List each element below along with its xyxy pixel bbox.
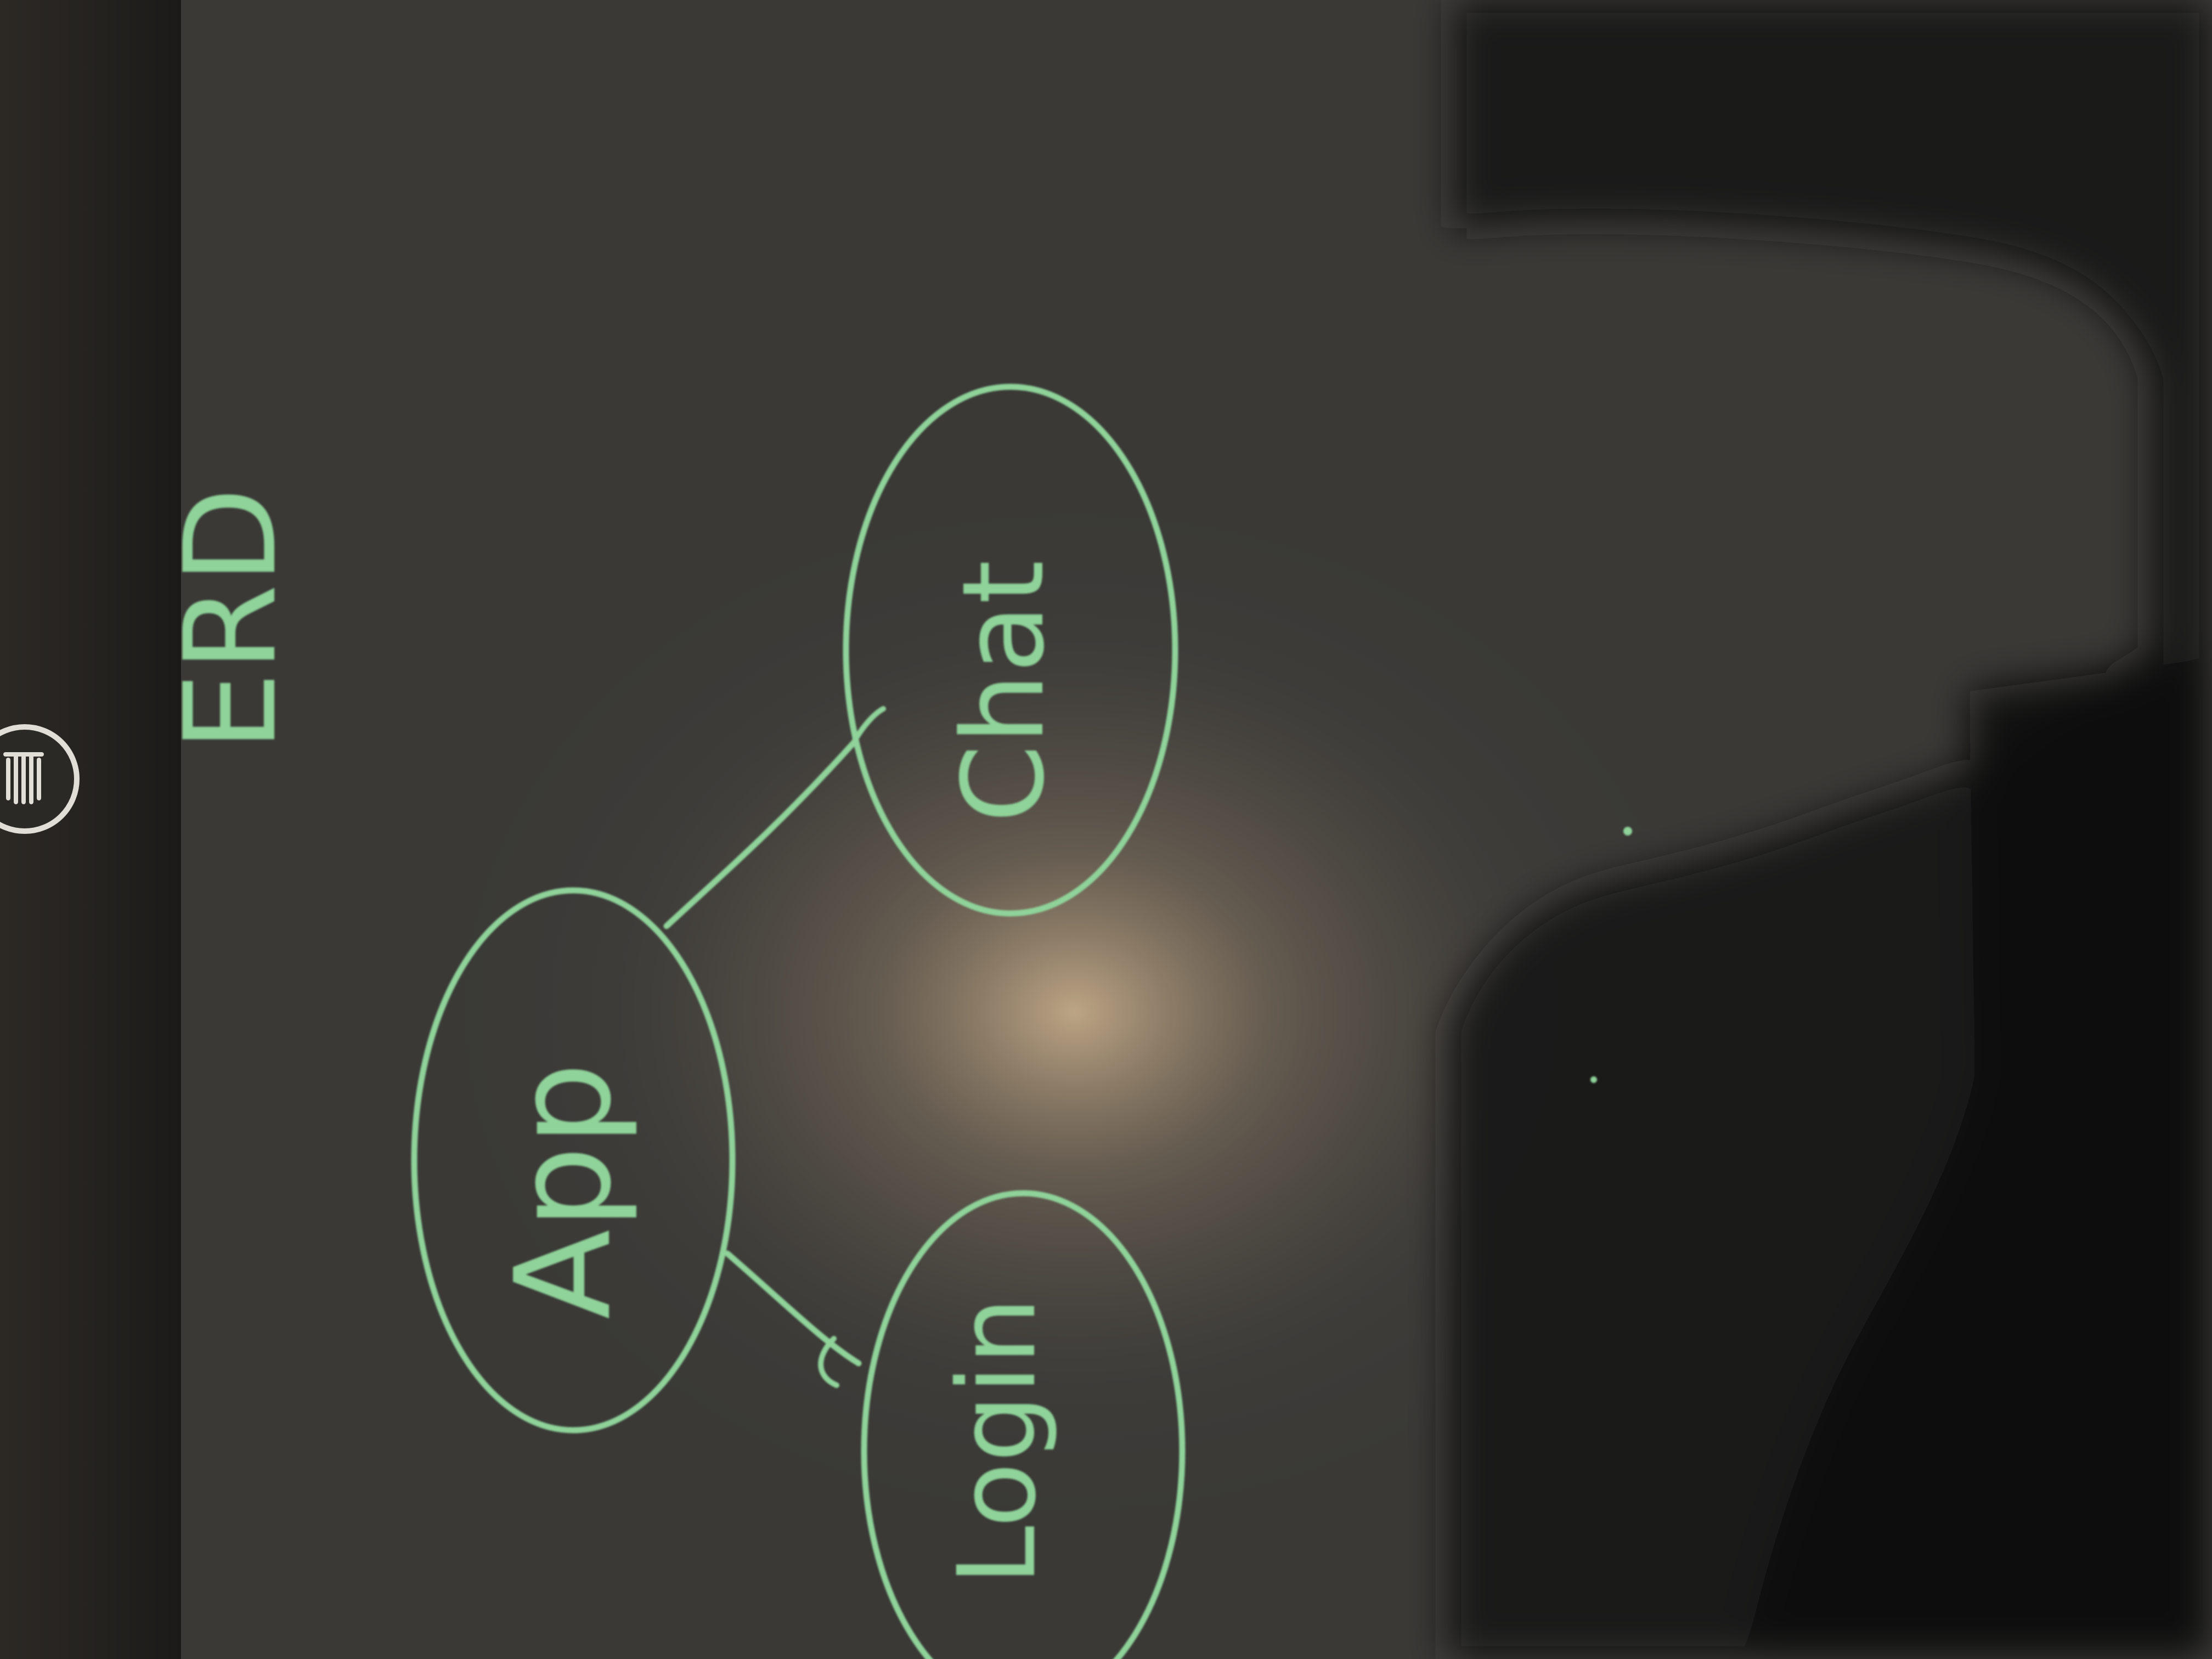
node-chat-label: Chat (939, 560, 1069, 823)
hand-shadow (1448, 0, 2212, 1659)
edge-app-login (724, 1250, 862, 1367)
node-app-ellipse (411, 887, 736, 1434)
erase-button[interactable] (0, 724, 80, 834)
node-chat-ellipse (843, 383, 1178, 917)
svg-text:Login: Login (935, 1297, 1059, 1585)
edge-app-login-mark (818, 1336, 839, 1388)
stray-dot (1590, 1076, 1597, 1083)
svg-text:ERD: ERD (158, 487, 304, 752)
edge-app-chat-mark (850, 706, 886, 746)
erd-diagram: ERD Chat App Login (158, 383, 1632, 1659)
node-login-label: Login (935, 1297, 1059, 1585)
diagram-title: ERD (158, 487, 304, 752)
stray-dot (1623, 827, 1632, 836)
svg-text:App: App (487, 1062, 640, 1319)
node-login-ellipse (861, 1190, 1186, 1659)
trash-icon (3, 752, 44, 804)
edge-app-chat (663, 740, 856, 929)
node-app-label: App (487, 1062, 640, 1319)
svg-text:Chat: Chat (939, 560, 1069, 823)
